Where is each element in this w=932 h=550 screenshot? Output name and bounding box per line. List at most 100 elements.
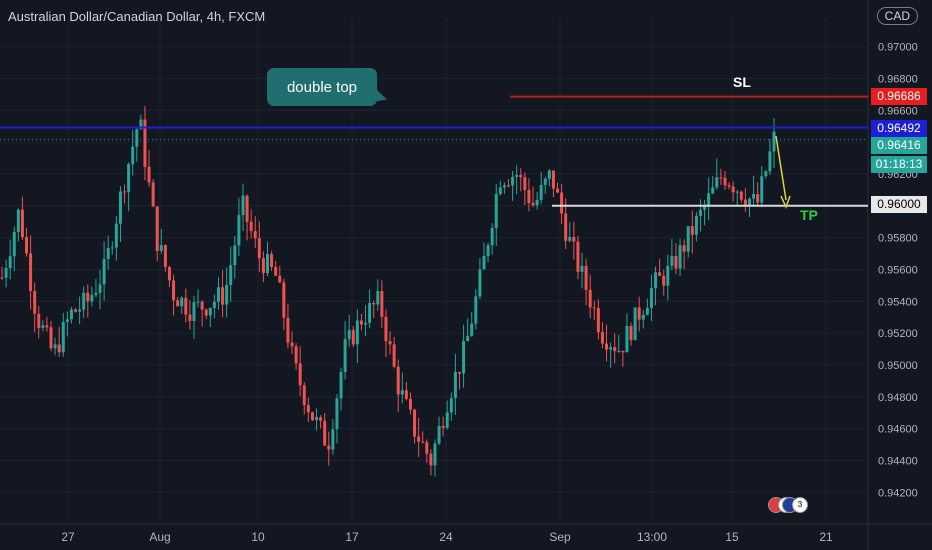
candle-body xyxy=(45,325,49,328)
candle-body xyxy=(686,226,690,252)
candle-body xyxy=(86,292,90,302)
candle-body xyxy=(413,409,417,437)
candle-body xyxy=(690,226,694,235)
candle-body xyxy=(327,445,331,450)
resistance-price-tag: 0.96492 xyxy=(871,120,927,137)
candle-body xyxy=(531,202,535,206)
candle-body xyxy=(523,177,527,191)
candle-body xyxy=(739,191,743,200)
candle-body xyxy=(600,332,604,344)
candle-body xyxy=(756,194,760,203)
candle-body xyxy=(306,405,310,413)
candle-body xyxy=(384,316,388,342)
candle-body xyxy=(674,256,678,269)
candle-body xyxy=(592,307,596,309)
candle-body xyxy=(482,256,486,270)
candle-body xyxy=(12,231,16,257)
candle-body xyxy=(433,443,437,466)
candle-body xyxy=(114,223,118,248)
candle-body xyxy=(65,319,69,322)
candle-body xyxy=(298,363,302,386)
candle-body xyxy=(560,192,564,214)
y-tick-label: 0.94600 xyxy=(878,424,918,436)
candle-body xyxy=(658,272,662,276)
x-tick-label: 17 xyxy=(345,530,359,544)
candle-body xyxy=(605,343,609,350)
candle-body xyxy=(445,412,449,428)
candle-body xyxy=(0,277,4,279)
candle-body xyxy=(233,245,237,266)
candle-body xyxy=(319,417,323,421)
candle-body xyxy=(20,209,24,238)
y-tick-label: 0.95200 xyxy=(878,328,918,340)
candle-body xyxy=(74,309,78,312)
candle-body xyxy=(176,300,180,307)
candle-body xyxy=(457,371,461,374)
candle-body xyxy=(16,209,20,232)
candle-body xyxy=(253,231,257,239)
candle-body xyxy=(772,131,776,152)
tp-price-tag: 0.96000 xyxy=(871,196,927,213)
x-tick-label: 15 xyxy=(725,530,739,544)
candle-body xyxy=(270,254,274,267)
candle-body xyxy=(425,442,429,454)
candle-body xyxy=(151,182,155,207)
candle-body xyxy=(551,170,555,189)
candle-body xyxy=(155,206,159,251)
candle-body xyxy=(208,307,212,316)
candle-body xyxy=(37,313,41,328)
candle-body xyxy=(159,245,163,251)
candle-body xyxy=(335,398,339,430)
y-tick-label: 0.96800 xyxy=(878,73,918,85)
candle-body xyxy=(225,285,229,305)
candle-body xyxy=(609,347,613,350)
x-tick-label: Sep xyxy=(549,530,571,544)
candle-body xyxy=(57,344,61,353)
candle-body xyxy=(167,266,171,281)
candle-body xyxy=(539,185,543,200)
candle-body xyxy=(33,290,37,314)
candle-body xyxy=(470,323,474,336)
symbol-title[interactable]: Australian Dollar/Canadian Dollar, 4h, F… xyxy=(8,9,266,24)
candle-body xyxy=(49,327,53,349)
candle-body xyxy=(645,307,649,315)
candle-body xyxy=(670,256,674,266)
candle-body xyxy=(392,344,396,367)
candle-body xyxy=(282,282,286,318)
candle-body xyxy=(511,176,515,186)
candle-body xyxy=(617,350,621,352)
x-tick-label: 10 xyxy=(251,530,265,544)
tp-label: TP xyxy=(800,207,818,223)
event-count-badge-2[interactable]: 3 xyxy=(792,497,808,513)
candle-body xyxy=(143,119,147,167)
candle-body xyxy=(82,292,86,310)
x-tick-label: 21 xyxy=(819,530,833,544)
candle-body xyxy=(8,256,12,269)
last-price-tag: 0.96416 xyxy=(871,137,927,154)
candle-body xyxy=(188,314,192,322)
y-tick-label: 0.94800 xyxy=(878,392,918,404)
candle-body xyxy=(564,213,568,241)
candle-body xyxy=(682,245,686,252)
candle-body xyxy=(368,302,372,323)
candle-body xyxy=(355,320,359,345)
projection-arrowhead xyxy=(780,195,791,209)
candle-body xyxy=(380,291,384,317)
candle-body xyxy=(131,146,135,165)
candle-body xyxy=(715,177,719,188)
bar-countdown: 01:18:13 xyxy=(871,156,927,173)
candle-body xyxy=(245,195,249,222)
candle-body xyxy=(323,420,327,446)
candle-body xyxy=(723,177,727,186)
candle-body xyxy=(437,426,441,444)
candle-body xyxy=(180,297,184,307)
candle-body xyxy=(286,317,290,343)
y-tick-label: 0.94400 xyxy=(878,455,918,467)
currency-badge[interactable]: CAD xyxy=(876,7,918,25)
candle-body xyxy=(727,185,731,187)
projection-arrow xyxy=(775,135,787,201)
candle-body xyxy=(735,191,739,193)
candle-body xyxy=(25,237,29,254)
